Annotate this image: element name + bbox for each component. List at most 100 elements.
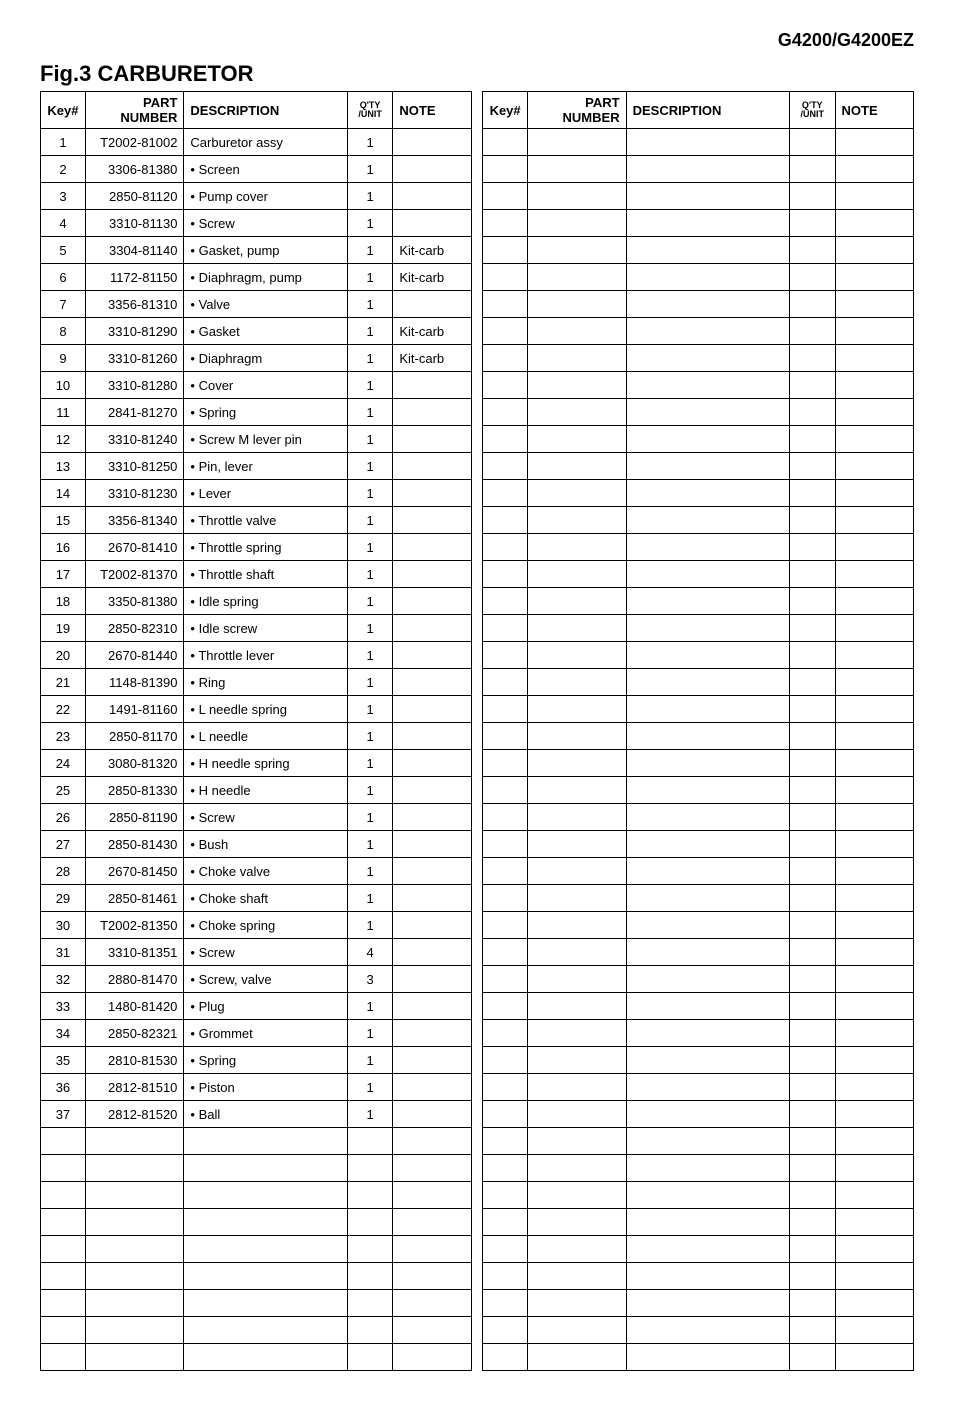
cell-key-2 — [483, 588, 528, 615]
cell-desc-2 — [626, 453, 789, 480]
cell-key: 6 — [41, 264, 86, 291]
cell-key-2 — [483, 858, 528, 885]
cell-desc-2 — [626, 372, 789, 399]
cell-note-2 — [835, 480, 913, 507]
cell-note-2 — [835, 426, 913, 453]
cell-part-2 — [528, 1047, 627, 1074]
cell-part-2 — [528, 885, 627, 912]
cell-qty: 1 — [347, 264, 393, 291]
cell-key: 34 — [41, 1020, 86, 1047]
cell-qty-2 — [789, 939, 835, 966]
cell-note-2 — [835, 1236, 913, 1263]
cell-key: 25 — [41, 777, 86, 804]
cell-key-2 — [483, 399, 528, 426]
cell-desc-2 — [626, 426, 789, 453]
cell-note-2 — [835, 318, 913, 345]
cell-note — [393, 1236, 471, 1263]
cell-note — [393, 939, 471, 966]
cell-desc: • Screw, valve — [184, 966, 347, 993]
cell-key-2 — [483, 1344, 528, 1371]
cell-key: 31 — [41, 939, 86, 966]
cell-qty — [347, 1290, 393, 1317]
cell-qty-2 — [789, 399, 835, 426]
cell-qty-2 — [789, 453, 835, 480]
cell-note: Kit-carb — [393, 237, 471, 264]
header-note-2: NOTE — [835, 92, 913, 129]
cell-note-2 — [835, 1209, 913, 1236]
cell-part-2 — [528, 453, 627, 480]
cell-qty: 1 — [347, 399, 393, 426]
cell-key-2 — [483, 885, 528, 912]
cell-part-2 — [528, 156, 627, 183]
cell-note — [393, 1263, 471, 1290]
cell-note-2 — [835, 183, 913, 210]
cell-qty: 1 — [347, 480, 393, 507]
cell-part-2 — [528, 264, 627, 291]
cell-qty-2 — [789, 129, 835, 156]
cell-part-2 — [528, 237, 627, 264]
cell-desc-2 — [626, 669, 789, 696]
cell-note-2 — [835, 669, 913, 696]
cell-note-2 — [835, 1317, 913, 1344]
cell-note-2 — [835, 804, 913, 831]
cell-desc: • Screw — [184, 939, 347, 966]
cell-note — [393, 831, 471, 858]
cell-part — [85, 1182, 184, 1209]
figure-title: Fig.3 CARBURETOR — [40, 61, 914, 87]
header-part: PART NUMBER — [85, 92, 184, 129]
cell-qty: 1 — [347, 1101, 393, 1128]
cell-key-2 — [483, 750, 528, 777]
cell-desc: • Choke spring — [184, 912, 347, 939]
cell-key-2 — [483, 1263, 528, 1290]
cell-desc: • Gasket — [184, 318, 347, 345]
cell-key-2 — [483, 1209, 528, 1236]
cell-note — [393, 453, 471, 480]
cell-desc: • Pump cover — [184, 183, 347, 210]
cell-part — [85, 1263, 184, 1290]
cell-key-2 — [483, 993, 528, 1020]
cell-desc — [184, 1236, 347, 1263]
cell-desc: • Choke shaft — [184, 885, 347, 912]
cell-note-2 — [835, 966, 913, 993]
cell-desc-2 — [626, 1236, 789, 1263]
cell-part-2 — [528, 507, 627, 534]
cell-desc-2 — [626, 1074, 789, 1101]
cell-key-2 — [483, 129, 528, 156]
cell-key: 2 — [41, 156, 86, 183]
cell-desc-2 — [626, 1182, 789, 1209]
cell-qty-2 — [789, 1128, 835, 1155]
cell-qty-2 — [789, 291, 835, 318]
cell-qty-2 — [789, 588, 835, 615]
cell-part-2 — [528, 723, 627, 750]
cell-note — [393, 1182, 471, 1209]
cell-desc-2 — [626, 858, 789, 885]
cell-part: 2850-81120 — [85, 183, 184, 210]
cell-desc-2 — [626, 399, 789, 426]
cell-note — [393, 183, 471, 210]
cell-desc-2 — [626, 588, 789, 615]
cell-key — [41, 1263, 86, 1290]
cell-note — [393, 1128, 471, 1155]
cell-key-2 — [483, 804, 528, 831]
cell-part-2 — [528, 777, 627, 804]
cell-part: 3310-81130 — [85, 210, 184, 237]
cell-desc: • Screw — [184, 804, 347, 831]
cell-desc: • Screw — [184, 210, 347, 237]
cell-part: 2670-81450 — [85, 858, 184, 885]
cell-qty-2 — [789, 1290, 835, 1317]
cell-key-2 — [483, 1290, 528, 1317]
cell-qty-2 — [789, 1263, 835, 1290]
header-desc: DESCRIPTION — [184, 92, 347, 129]
cell-qty-2 — [789, 912, 835, 939]
cell-desc-2 — [626, 1344, 789, 1371]
cell-desc-2 — [626, 1047, 789, 1074]
cell-key: 4 — [41, 210, 86, 237]
cell-key: 15 — [41, 507, 86, 534]
header-note: NOTE — [393, 92, 471, 129]
cell-note — [393, 1101, 471, 1128]
cell-qty: 1 — [347, 1020, 393, 1047]
model-header: G4200/G4200EZ — [40, 30, 914, 51]
table-row: 1T2002-81002Carburetor assy1 — [41, 129, 914, 156]
cell-part-2 — [528, 1290, 627, 1317]
cell-qty: 1 — [347, 426, 393, 453]
